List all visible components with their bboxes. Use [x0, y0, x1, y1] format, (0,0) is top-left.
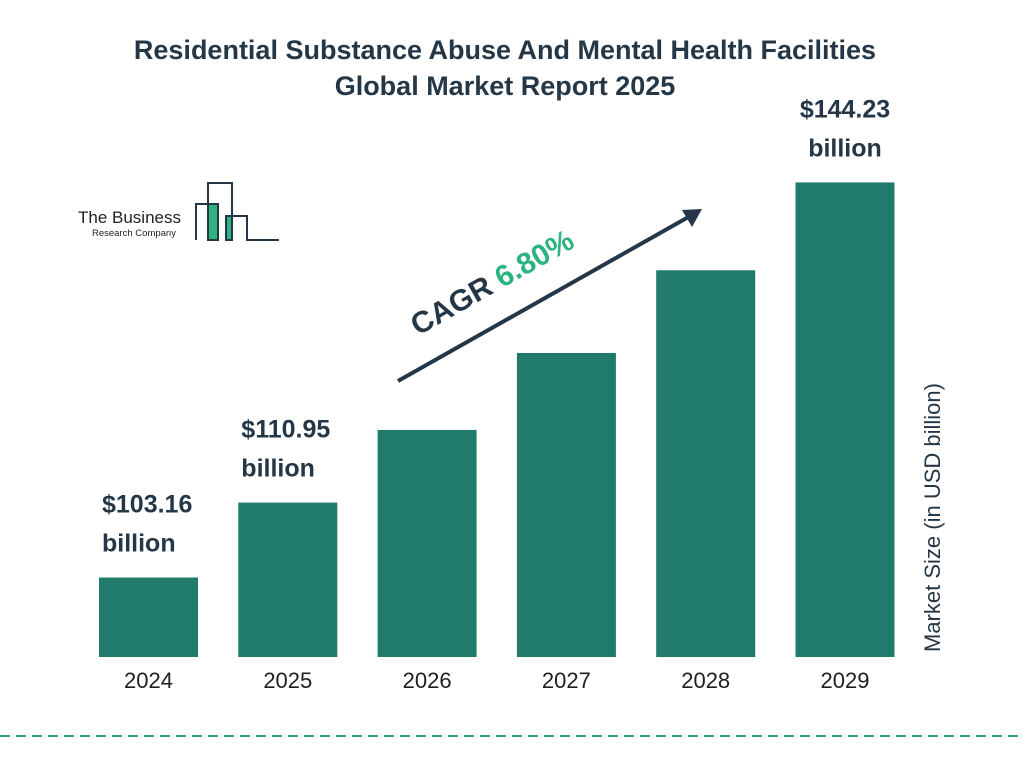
- data-label: $110.95: [241, 416, 330, 444]
- title-line-2: Global Market Report 2025: [334, 71, 676, 101]
- logo-bar-1: [209, 204, 218, 240]
- data-label: $144.23: [800, 95, 890, 123]
- cagr-label: CAGR 6.80%: [405, 224, 579, 342]
- bar-2029: [795, 182, 895, 657]
- cagr-arrow-head: [682, 209, 702, 227]
- bar-2027: [516, 352, 616, 657]
- x-tick-label: 2024: [124, 668, 173, 693]
- logo: The Business Research Company: [78, 182, 279, 241]
- cagr-arrow-line: [397, 213, 693, 383]
- logo-bar-2: [227, 216, 232, 240]
- data-label: billion: [102, 530, 176, 558]
- y-axis-label: Market Size (in USD billion): [920, 383, 945, 652]
- data-label: $103.16: [102, 491, 192, 519]
- bar-2025: [238, 502, 338, 657]
- x-tick-label: 2027: [542, 668, 591, 693]
- x-tick-label: 2026: [403, 668, 452, 693]
- x-tick-label: 2028: [681, 668, 730, 693]
- title-line-1: Residential Substance Abuse And Mental H…: [133, 35, 877, 65]
- x-tick-label: 2029: [821, 668, 870, 693]
- data-label: billion: [241, 455, 315, 483]
- x-tick-label: 2025: [263, 668, 312, 693]
- bar-2024: [99, 577, 198, 657]
- logo-outline-2: [207, 182, 279, 241]
- data-label: billion: [808, 134, 882, 162]
- bar-2028: [656, 270, 756, 657]
- chart-title: Residential Substance Abuse And Mental H…: [0, 32, 1010, 104]
- logo-text-1: The Business: [78, 208, 181, 227]
- logo-text-2: Research Company: [92, 228, 176, 239]
- bar-2026: [377, 429, 477, 657]
